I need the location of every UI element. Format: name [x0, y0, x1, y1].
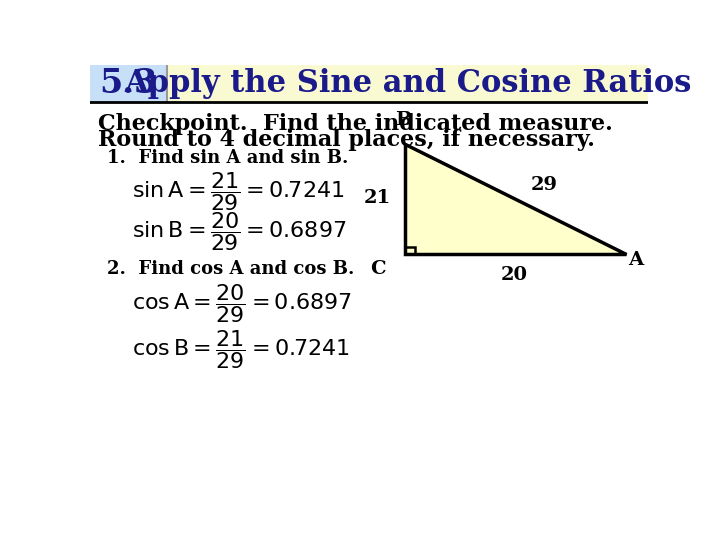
Text: 20: 20 — [500, 266, 528, 285]
Text: A: A — [629, 251, 644, 269]
Text: $\mathregular{cos\,A} = \dfrac{20}{29} = 0.6897$: $\mathregular{cos\,A} = \dfrac{20}{29} =… — [132, 282, 352, 326]
Text: 5.3: 5.3 — [99, 67, 158, 100]
FancyBboxPatch shape — [90, 65, 167, 102]
Text: Apply the Sine and Cosine Ratios: Apply the Sine and Cosine Ratios — [125, 68, 692, 99]
Text: C: C — [370, 260, 386, 278]
Text: 1.  Find sin A and sin B.: 1. Find sin A and sin B. — [107, 150, 348, 167]
FancyBboxPatch shape — [167, 65, 648, 102]
Text: $\mathregular{sin\,B} = \dfrac{20}{29} = 0.6897$: $\mathregular{sin\,B} = \dfrac{20}{29} =… — [132, 210, 346, 253]
Text: $\mathregular{sin\,A} = \dfrac{21}{29} = 0.7241$: $\mathregular{sin\,A} = \dfrac{21}{29} =… — [132, 170, 344, 213]
Text: Checkpoint.  Find the indicated measure.: Checkpoint. Find the indicated measure. — [99, 113, 613, 135]
Text: $\mathregular{cos\,B} = \dfrac{21}{29} = 0.7241$: $\mathregular{cos\,B} = \dfrac{21}{29} =… — [132, 328, 350, 371]
Text: B: B — [395, 111, 411, 129]
Text: Round to 4 decimal places, if necessary.: Round to 4 decimal places, if necessary. — [99, 129, 595, 151]
Text: 21: 21 — [364, 189, 392, 207]
Text: 2.  Find cos A and cos B.: 2. Find cos A and cos B. — [107, 260, 354, 278]
Text: 29: 29 — [531, 177, 558, 194]
Polygon shape — [405, 144, 626, 254]
